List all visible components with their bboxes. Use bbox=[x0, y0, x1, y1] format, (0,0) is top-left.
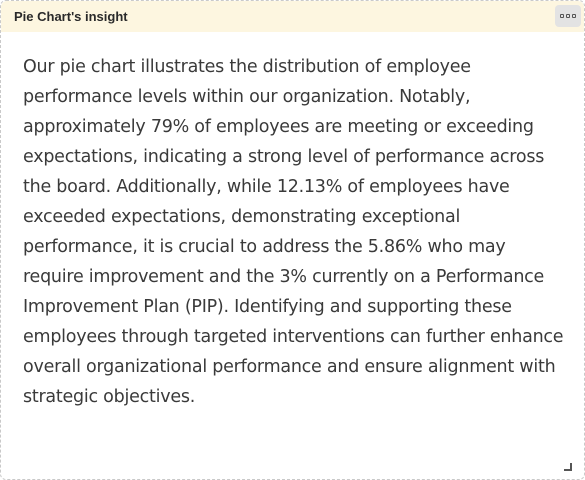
insight-text: Our pie chart illustrates the distributi… bbox=[23, 57, 564, 407]
resize-handle-icon[interactable] bbox=[564, 463, 572, 471]
panel-header: Pie Chart's insight bbox=[1, 1, 584, 32]
more-options-button[interactable] bbox=[555, 5, 581, 27]
more-options-icon bbox=[560, 14, 576, 18]
panel-title: Pie Chart's insight bbox=[14, 9, 128, 24]
